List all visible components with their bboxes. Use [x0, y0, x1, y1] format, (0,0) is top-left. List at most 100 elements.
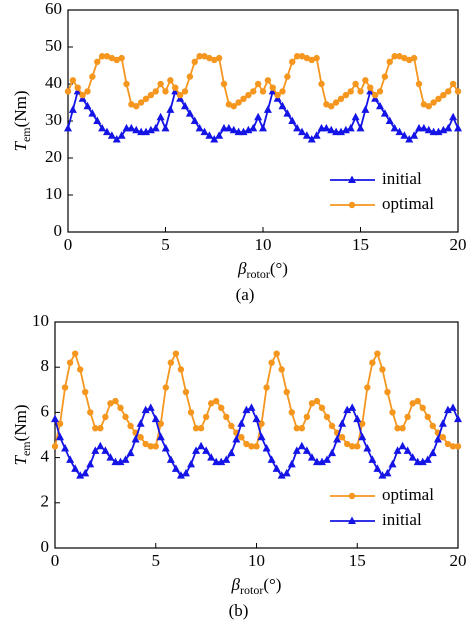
marker	[264, 77, 272, 84]
marker	[379, 366, 386, 373]
marker	[126, 448, 135, 457]
marker	[318, 80, 325, 88]
marker	[391, 53, 398, 60]
marker	[202, 446, 211, 454]
marker	[348, 492, 356, 500]
marker	[51, 414, 59, 423]
marker	[156, 432, 165, 441]
marker	[343, 440, 351, 448]
y-tick-label: 2	[41, 492, 50, 511]
marker	[279, 88, 286, 95]
marker	[361, 105, 370, 113]
y-tick-label: 50	[45, 36, 62, 55]
marker	[268, 359, 275, 366]
y-tick-label: 6	[41, 401, 50, 420]
marker	[323, 413, 331, 421]
marker	[69, 77, 77, 84]
marker	[449, 112, 458, 121]
marker	[252, 414, 261, 423]
marker	[313, 397, 321, 405]
label-main: β	[231, 575, 241, 594]
marker	[433, 435, 442, 443]
x-tick-label: 20	[450, 551, 467, 570]
marker	[88, 109, 97, 117]
marker	[96, 441, 105, 450]
marker	[272, 464, 281, 472]
marker	[323, 101, 330, 108]
marker	[386, 58, 393, 65]
marker	[177, 366, 185, 373]
caption: (b)	[229, 601, 249, 620]
marker	[298, 425, 306, 432]
marker	[187, 459, 196, 468]
marker	[243, 440, 250, 448]
marker	[227, 448, 236, 457]
marker	[254, 112, 263, 121]
marker	[254, 80, 262, 88]
marker	[128, 101, 135, 108]
marker	[346, 123, 355, 132]
marker	[438, 419, 447, 427]
marker	[283, 388, 290, 396]
label-main: T	[11, 454, 30, 465]
marker	[137, 99, 145, 106]
marker	[328, 103, 335, 110]
marker	[312, 131, 321, 139]
marker	[111, 457, 120, 466]
marker	[116, 457, 125, 466]
marker	[61, 384, 69, 391]
marker	[289, 58, 296, 65]
marker	[376, 101, 384, 110]
x-tick-label: 5	[161, 235, 170, 254]
marker	[368, 455, 377, 463]
marker	[87, 409, 94, 416]
marker	[418, 457, 427, 466]
marker	[79, 91, 86, 99]
marker	[142, 95, 150, 103]
marker	[283, 109, 292, 117]
marker	[293, 53, 301, 60]
marker	[404, 413, 411, 421]
marker	[353, 414, 362, 423]
y-axis-label: Tem(Nm)	[11, 405, 33, 466]
marker	[94, 58, 101, 65]
marker	[86, 459, 95, 468]
marker	[352, 80, 359, 88]
label-main: T	[11, 140, 30, 151]
marker	[103, 53, 111, 60]
marker	[166, 105, 175, 113]
marker	[103, 127, 111, 136]
marker	[376, 88, 384, 95]
label-sub: em	[19, 127, 33, 142]
marker	[152, 443, 159, 450]
marker	[449, 80, 457, 88]
marker	[362, 77, 369, 84]
marker	[122, 413, 129, 421]
marker	[107, 400, 114, 407]
marker	[363, 444, 372, 452]
marker	[358, 432, 367, 441]
marker	[307, 453, 316, 461]
marker	[207, 400, 215, 407]
marker	[420, 101, 428, 108]
marker	[235, 99, 242, 106]
y-axis-label: Tem(Nm)	[11, 91, 33, 152]
marker	[182, 388, 190, 396]
marker	[419, 404, 426, 412]
marker	[64, 123, 72, 132]
marker	[245, 91, 252, 99]
marker	[408, 453, 417, 461]
marker	[91, 446, 100, 454]
marker	[269, 84, 276, 91]
marker	[197, 425, 205, 432]
marker	[287, 459, 296, 468]
marker	[429, 422, 437, 430]
marker	[225, 101, 233, 108]
marker	[317, 457, 326, 466]
marker	[171, 464, 180, 472]
marker	[332, 99, 340, 106]
marker	[108, 54, 116, 62]
marker	[71, 464, 80, 472]
x-tick-label: 10	[255, 235, 272, 254]
marker	[56, 432, 65, 441]
